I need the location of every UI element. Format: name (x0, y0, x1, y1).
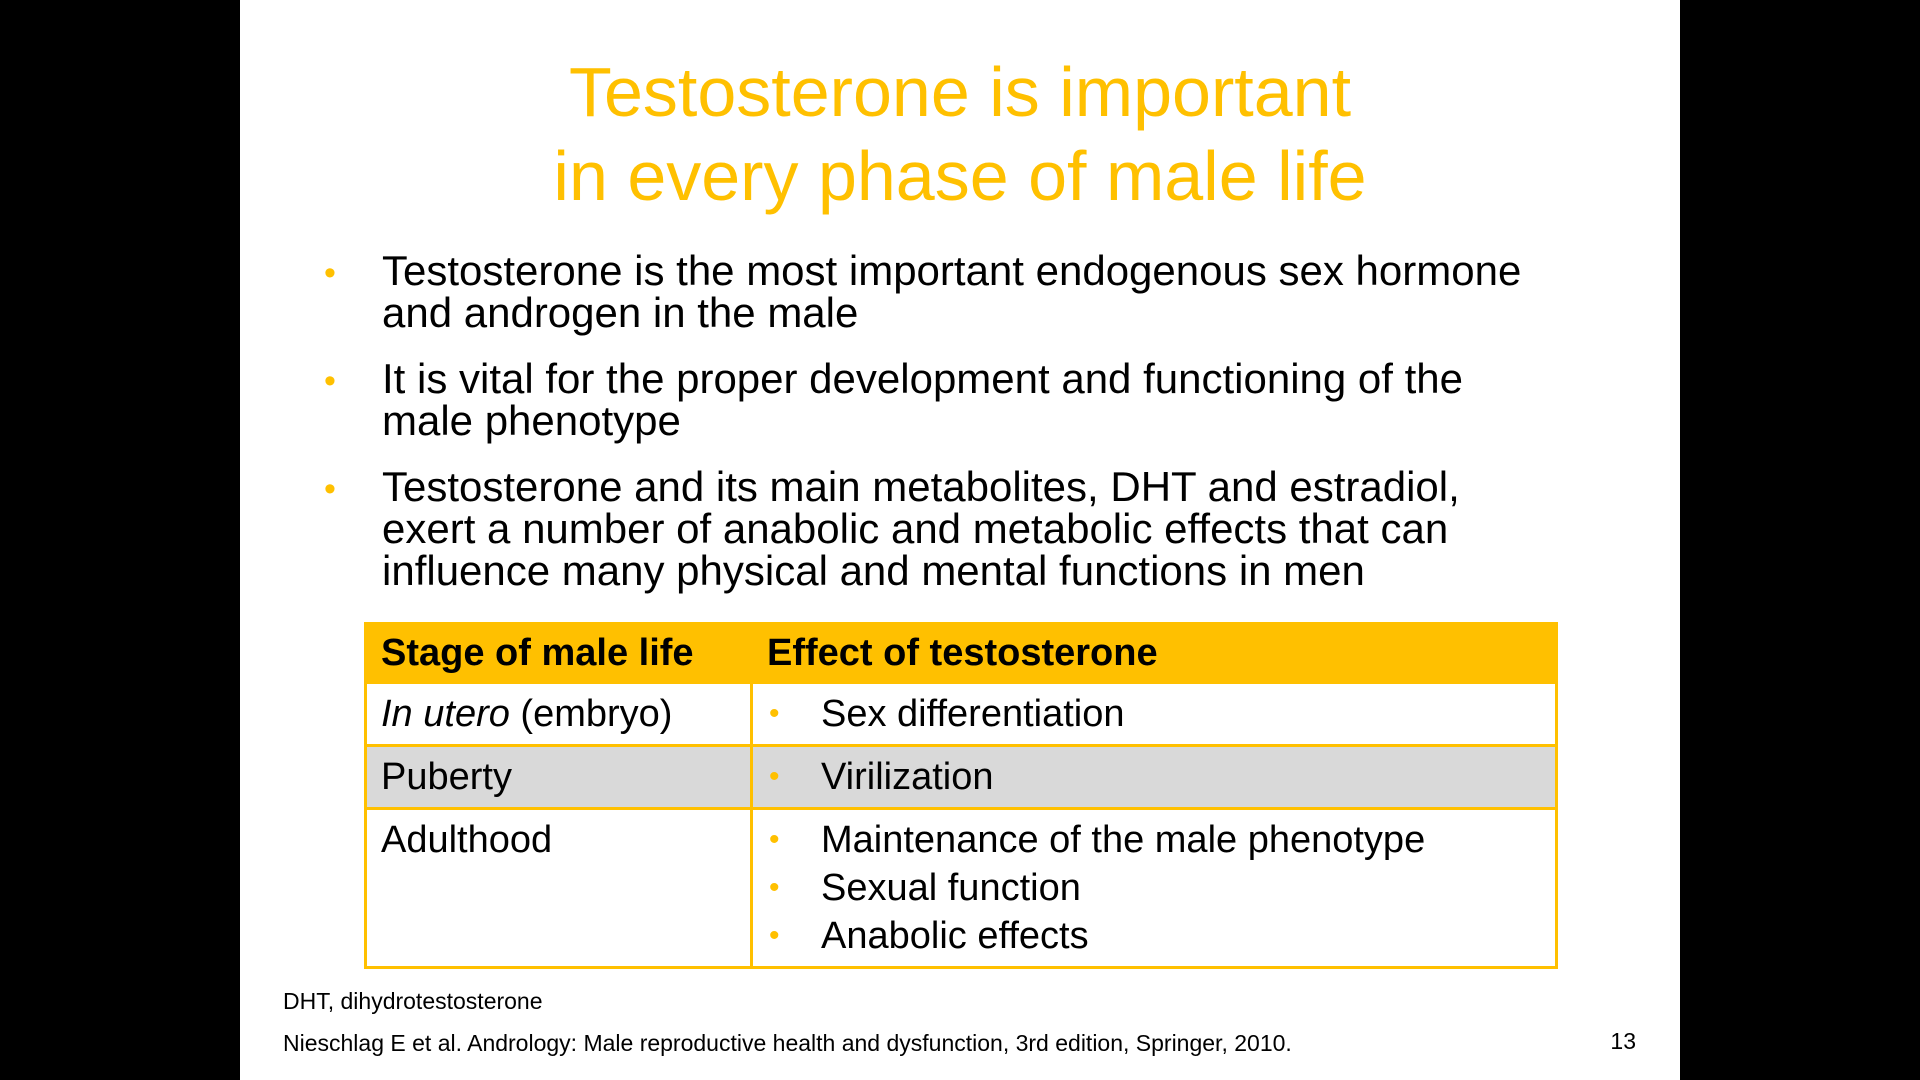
effect-list: • Maintenance of the male phenotype • Sexu… (767, 816, 1541, 960)
title-line-2: in every phase of male life (553, 137, 1367, 215)
stage-text: Puberty (381, 756, 512, 798)
bullet-line: It is vital for the proper development a… (382, 355, 1463, 402)
bullet-list: • Testosterone is the most important end… (320, 250, 1650, 616)
effect-cell: • Sex differentiation (750, 681, 1558, 747)
effect-text: Sex differentiation (821, 693, 1125, 735)
stage-effects-table: Stage of male life Effect of testosteron… (364, 622, 1558, 969)
abbreviation-footnote: DHT, dihydrotestosterone (283, 988, 543, 1014)
bullet-line: exert a number of anabolic and metabolic… (382, 505, 1449, 552)
header-effect: Effect of testosterone (750, 622, 1558, 684)
stage-cell: Puberty (364, 744, 753, 810)
bullet-item: • Testosterone and its main metabolites,… (320, 466, 1650, 592)
effect-list: • Sex differentiation (767, 690, 1541, 738)
table-row: In utero (embryo) • Sex differentiation (364, 681, 1558, 747)
bullet-icon: • (324, 254, 336, 292)
bullet-icon: • (769, 871, 780, 904)
effect-item: • Anabolic effects (767, 912, 1541, 960)
table-header-row: Stage of male life Effect of testosteron… (364, 622, 1558, 684)
reference-citation: Nieschlag E et al. Andrology: Male repro… (283, 1030, 1292, 1056)
stage-text: Adulthood (381, 819, 553, 861)
bullet-line: male phenotype (382, 397, 681, 444)
stage-cell: Adulthood (364, 807, 753, 969)
effect-cell: • Maintenance of the male phenotype • Sexu… (750, 807, 1558, 969)
bullet-line: Testosterone is the most important endog… (382, 247, 1522, 294)
stage-text: (embryo) (509, 693, 673, 735)
effect-text: Virilization (821, 756, 994, 798)
table-row: Adulthood • Maintenance of the male pheno… (364, 807, 1558, 969)
effect-item: • Sex differentiation (767, 690, 1541, 738)
effect-item: • Virilization (767, 753, 1541, 801)
bullet-item: • Testosterone is the most important end… (320, 250, 1650, 334)
bullet-icon: • (769, 823, 780, 856)
title-line-1: Testosterone is important (568, 53, 1352, 131)
effect-item: • Sexual function (767, 864, 1541, 912)
slide-title: Testosterone is important in every phase… (240, 50, 1680, 218)
effect-cell: • Virilization (750, 744, 1558, 810)
effect-text: Anabolic effects (821, 915, 1089, 957)
bullet-line: influence many physical and mental funct… (382, 547, 1365, 594)
bullet-icon: • (769, 697, 780, 730)
bullet-icon: • (769, 760, 780, 793)
header-stage: Stage of male life (364, 622, 753, 684)
slide: Testosterone is important in every phase… (240, 0, 1680, 1080)
effect-text: Sexual function (821, 867, 1081, 909)
bullet-item: • It is vital for the proper development… (320, 358, 1650, 442)
bullet-icon: • (769, 919, 780, 952)
bullet-icon: • (324, 362, 336, 400)
bullet-line: Testosterone and its main metabolites, D… (382, 463, 1460, 510)
bullet-line: and androgen in the male (382, 289, 859, 336)
stage-cell: In utero (embryo) (364, 681, 753, 747)
bullet-icon: • (324, 470, 336, 508)
page-number: 13 (1610, 1028, 1636, 1054)
table-row: Puberty • Virilization (364, 744, 1558, 810)
stage-italic: In utero (381, 693, 510, 735)
effect-list: • Virilization (767, 753, 1541, 801)
effect-item: • Maintenance of the male phenotype (767, 816, 1541, 864)
effect-text: Maintenance of the male phenotype (821, 819, 1426, 861)
